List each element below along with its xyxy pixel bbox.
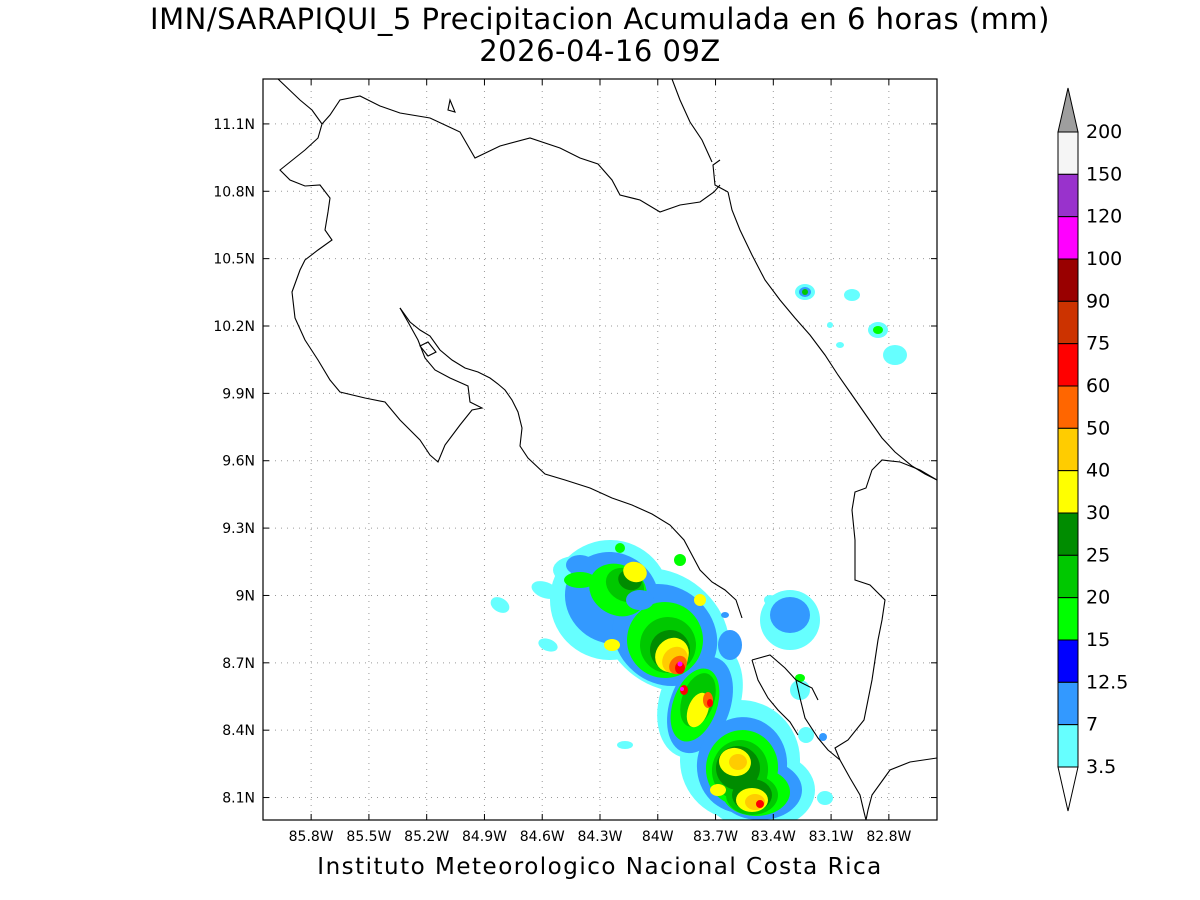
precip-contour [617, 741, 633, 749]
precip-contour [756, 800, 764, 808]
precip-contour [817, 791, 833, 805]
colorbar-label: 200 [1086, 121, 1122, 143]
precip-contour [675, 662, 685, 674]
colorbar-label: 25 [1086, 544, 1110, 566]
colorbar-label: 7 [1086, 714, 1098, 736]
precip-contour [674, 554, 686, 566]
colorbar-swatch [1057, 216, 1079, 260]
precip-contour [795, 674, 805, 682]
lon-tick-label: 83.4W [751, 829, 796, 845]
lat-tick-label: 8.7N [222, 656, 255, 672]
precipitation-field [490, 284, 907, 820]
colorbar-swatch [1057, 300, 1079, 345]
precip-contour [604, 639, 620, 651]
lon-tick-label: 84.3W [577, 829, 622, 845]
colorbar-label: 50 [1086, 417, 1110, 439]
colorbar-swatch [1057, 343, 1079, 387]
colorbar-swatch [1057, 427, 1079, 472]
lat-tick-label: 9N [236, 588, 255, 604]
precip-contour [721, 612, 729, 618]
precip-contour [764, 595, 776, 605]
lon-tick-label: 85.8W [289, 829, 334, 845]
credit-text: Instituto Meteorologico Nacional Costa R… [317, 854, 883, 880]
lon-tick-label: 83.7W [693, 829, 738, 845]
map-grid [263, 79, 937, 820]
colorbar-label: 30 [1086, 502, 1110, 524]
precip-contour [677, 661, 683, 667]
precip-contour [827, 322, 833, 328]
colorbar-label: 3.5 [1086, 756, 1116, 778]
precip-contour [538, 638, 558, 652]
lon-tick-label: 84.9W [462, 829, 507, 845]
colorbar-swatch [1057, 597, 1079, 641]
precip-contour [531, 581, 559, 599]
colorbar-label: 100 [1086, 248, 1122, 270]
lon-tick-label: 82.8W [866, 829, 911, 845]
precip-contour [836, 342, 844, 348]
lat-tick-label: 9.3N [222, 521, 255, 537]
lon-tick-label: 84W [642, 829, 674, 845]
map-datetime: 2026-04-16 09Z [479, 34, 721, 68]
precip-contour [802, 289, 808, 295]
colorbar-swatch [1057, 385, 1079, 429]
precip-contour [566, 555, 594, 575]
colorbar-label: 60 [1086, 375, 1110, 397]
map-title: IMN/SARAPIQUI_5 Precipitacion Acumulada … [150, 2, 1050, 36]
colorbar-label: 40 [1086, 460, 1110, 482]
precip-contour [729, 754, 747, 770]
precip-contour [883, 345, 907, 365]
colorbar-swatch [1057, 173, 1079, 218]
colorbar-label: 75 [1086, 333, 1110, 355]
colorbar-swatch [1057, 724, 1079, 768]
colorbar-swatch [1057, 554, 1079, 599]
colorbar-swatch [1057, 639, 1079, 683]
map-frame [262, 78, 938, 821]
precip-contour [564, 572, 596, 588]
colorbar-swatch [1057, 470, 1079, 514]
lat-tick-label: 10.8N [213, 184, 255, 200]
colorbar-label: 120 [1086, 206, 1122, 228]
precip-contour [490, 597, 510, 613]
colorbar-swatch [1057, 131, 1079, 175]
colorbar-label: 20 [1086, 587, 1110, 609]
precip-contour [873, 326, 883, 334]
colorbar-label: 150 [1086, 163, 1122, 185]
lon-tick-label: 84.6W [520, 829, 565, 845]
lat-tick-label: 8.1N [222, 791, 255, 807]
coastline [277, 79, 937, 820]
lat-tick-label: 9.6N [222, 454, 255, 470]
precip-contour [623, 561, 647, 583]
precip-contour [844, 289, 860, 301]
precip-contour [615, 543, 625, 553]
precip-contour [819, 733, 827, 741]
lon-tick-label: 85.5W [346, 829, 391, 845]
lat-tick-label: 10.5N [213, 252, 255, 268]
precip-contour [694, 594, 706, 606]
precip-contour [707, 699, 713, 707]
lat-tick-label: 10.2N [213, 319, 255, 335]
colorbar-swatch [1057, 681, 1079, 726]
colorbar: 200 150 120 100 90 75 60 50 40 30 25 20 15 12.5 7 3.5 [1057, 87, 1128, 812]
lat-tick-label: 11.1N [213, 117, 255, 133]
lon-tick-label: 83.1W [809, 829, 854, 845]
precip-contour [798, 727, 814, 743]
colorbar-swatch [1057, 258, 1079, 302]
colorbar-over-arrow [1057, 87, 1079, 133]
colorbar-under-arrow [1057, 766, 1079, 812]
colorbar-label: 12.5 [1086, 671, 1128, 693]
precip-contour [710, 784, 726, 796]
lat-tick-label: 8.4N [222, 723, 255, 739]
precip-contour [718, 630, 742, 660]
precip-contour [770, 597, 810, 633]
lat-tick-label: 9.9N [222, 386, 255, 402]
precip-contour [626, 590, 654, 610]
colorbar-label: 90 [1086, 290, 1110, 312]
lon-tick-label: 85.2W [404, 829, 449, 845]
map-axes: 85.8W 85.5W 85.2W 84.9W 84.6W 84.3W 84W 83.7W 83… [213, 79, 937, 845]
colorbar-label: 15 [1086, 629, 1110, 651]
colorbar-swatch [1057, 512, 1079, 556]
precip-contour [680, 687, 684, 691]
